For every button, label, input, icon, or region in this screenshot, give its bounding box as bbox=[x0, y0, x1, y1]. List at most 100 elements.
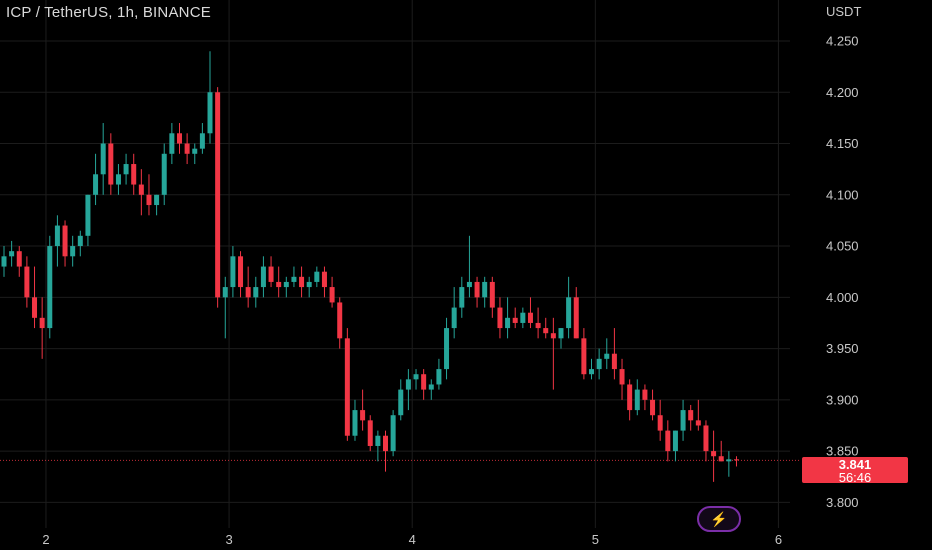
candle-body bbox=[283, 281, 289, 288]
candle-body bbox=[611, 353, 617, 370]
candle-body bbox=[428, 384, 434, 390]
candle-body bbox=[54, 225, 60, 247]
y-tick-label: 3.900 bbox=[826, 392, 859, 407]
candle-body bbox=[9, 251, 15, 257]
candle-body bbox=[268, 266, 274, 282]
last-price-value: 3.841 bbox=[838, 457, 872, 472]
candle-body bbox=[474, 281, 480, 298]
candle-body bbox=[70, 246, 76, 257]
candle-body bbox=[154, 194, 160, 206]
candle-body bbox=[207, 92, 213, 134]
candle-body bbox=[291, 276, 297, 282]
axes: 4.250 4.200 4.150 4.100 4.050 4.000 3.950 3.900… bbox=[42, 34, 858, 547]
y-tick-label: 4.050 bbox=[826, 239, 859, 254]
candle-body bbox=[39, 317, 45, 329]
candle-body bbox=[726, 459, 732, 462]
candle-body bbox=[672, 430, 678, 452]
candle-body bbox=[176, 133, 182, 144]
x-tick-label: 3 bbox=[225, 532, 232, 547]
candle-body bbox=[688, 410, 694, 421]
currency-label: USDT bbox=[826, 4, 862, 19]
candle-body bbox=[718, 456, 724, 462]
candle-body bbox=[115, 174, 121, 185]
candle-body bbox=[230, 256, 236, 288]
candle-body bbox=[405, 379, 411, 390]
candle-body bbox=[299, 276, 305, 288]
candle-body bbox=[703, 425, 709, 452]
candle-body bbox=[573, 297, 579, 339]
x-tick-label: 4 bbox=[409, 532, 416, 547]
candle-body bbox=[146, 194, 152, 206]
candle-body bbox=[627, 384, 633, 411]
candle-body bbox=[398, 389, 404, 416]
candle-body bbox=[1, 256, 7, 267]
candle-body bbox=[558, 328, 564, 339]
candle-body bbox=[85, 194, 91, 236]
y-tick-label: 4.150 bbox=[826, 136, 859, 151]
candle-body bbox=[459, 287, 465, 308]
lightning-icon: ⚡ bbox=[710, 511, 728, 527]
candle-body bbox=[260, 266, 266, 288]
candle-body bbox=[161, 153, 167, 195]
candle-body bbox=[222, 287, 228, 298]
y-tick-label: 4.000 bbox=[826, 290, 859, 305]
candle-body bbox=[192, 148, 198, 154]
candle-body bbox=[695, 420, 701, 426]
candle-body bbox=[413, 374, 419, 380]
candle-body bbox=[421, 374, 427, 390]
candle-body bbox=[489, 281, 495, 308]
candle-body bbox=[16, 251, 22, 267]
candle-body bbox=[93, 174, 99, 195]
candle-body bbox=[47, 246, 53, 329]
candle-body bbox=[650, 399, 656, 416]
candle-body bbox=[367, 420, 373, 446]
candle-body bbox=[123, 164, 129, 175]
y-tick-label: 4.200 bbox=[826, 85, 859, 100]
candle-body bbox=[466, 281, 472, 288]
grid-lines bbox=[0, 0, 800, 528]
candle-body bbox=[138, 184, 144, 195]
candle-body bbox=[390, 415, 396, 452]
candle-body bbox=[360, 410, 366, 421]
candle-body bbox=[344, 338, 350, 436]
candle-body bbox=[352, 410, 358, 436]
last-price-tag: 3.841 56:46 bbox=[802, 457, 908, 485]
candle-body bbox=[634, 389, 640, 411]
y-tick-label: 4.100 bbox=[826, 187, 859, 202]
x-tick-label: 2 bbox=[42, 532, 49, 547]
lightning-badge[interactable]: ⚡ bbox=[697, 506, 741, 532]
candle-body bbox=[550, 333, 556, 339]
candle-body bbox=[604, 353, 610, 359]
candle-body bbox=[337, 302, 343, 339]
candles bbox=[1, 51, 739, 482]
candle-body bbox=[215, 92, 221, 298]
y-tick-label: 3.950 bbox=[826, 341, 859, 356]
candle-body bbox=[253, 287, 259, 298]
candle-body bbox=[321, 271, 327, 288]
candle-body bbox=[619, 369, 625, 385]
y-tick-label: 4.250 bbox=[826, 34, 859, 49]
candle-body bbox=[657, 415, 663, 431]
bar-countdown: 56:46 bbox=[838, 470, 872, 485]
candle-body bbox=[535, 322, 541, 329]
candle-body bbox=[131, 164, 137, 185]
candle-body bbox=[451, 307, 457, 329]
candle-body bbox=[436, 369, 442, 385]
candle-body bbox=[642, 389, 648, 400]
candle-body bbox=[589, 369, 595, 375]
candle-body bbox=[680, 410, 686, 431]
candle-body bbox=[184, 143, 190, 154]
candle-body bbox=[512, 317, 518, 323]
candle-body bbox=[100, 143, 106, 175]
candle-body bbox=[24, 266, 30, 298]
y-tick-label: 3.850 bbox=[826, 444, 859, 459]
candle-body bbox=[566, 297, 572, 329]
candle-body bbox=[527, 312, 533, 323]
candle-body bbox=[329, 287, 335, 303]
candle-body bbox=[543, 328, 549, 334]
candle-body bbox=[245, 287, 251, 298]
chart-title: ICP / TetherUS, 1h, BINANCE bbox=[6, 4, 211, 21]
candle-body bbox=[238, 256, 244, 288]
